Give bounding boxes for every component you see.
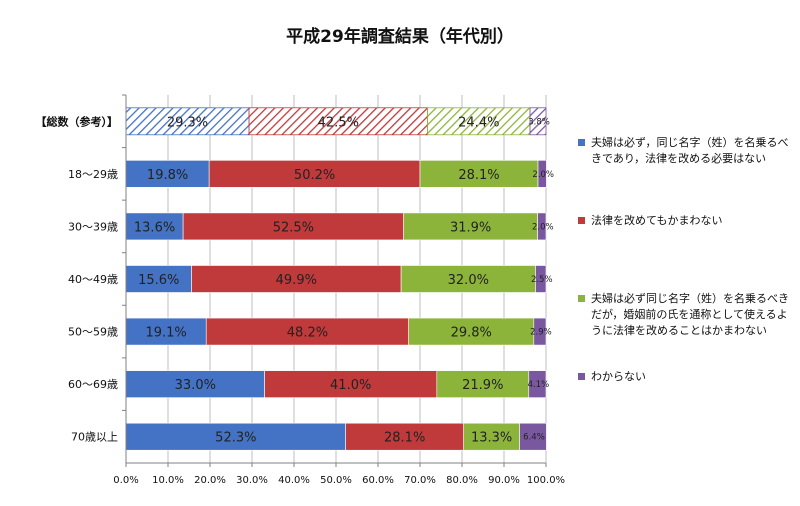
bar-segment (125, 317, 207, 346)
data-label: 32.0% (448, 273, 489, 288)
x-tick-label: 0.0% (113, 475, 138, 486)
bar-segment (205, 317, 409, 346)
data-label: 21.9% (462, 378, 503, 393)
data-label: 3.8% (528, 117, 550, 127)
bar-segment (191, 265, 402, 293)
legend-item-alias-ok: 夫婦は必ず同じ名字（姓）を名乗るべきだが，婚姻前の氏を通称として使えるように法律… (578, 291, 793, 339)
x-tick-label: 40.0% (278, 475, 310, 486)
data-label: 50.2% (294, 168, 335, 183)
bar-segment (125, 107, 250, 136)
legend-swatch-purple (578, 373, 585, 380)
legend-item-law-change-ok: 法律を改めてもかまわない (578, 213, 793, 229)
data-label: 15.6% (138, 273, 179, 288)
bar-segment (533, 317, 547, 346)
x-tick-label: 100.0% (527, 475, 565, 486)
x-tick-label: 10.0% (152, 475, 184, 486)
bar-segment (529, 107, 547, 136)
legend-item-keep-same-name: 夫婦は必ず，同じ名字（姓）を名乗るべきであり，法律を改める必要はない (578, 135, 793, 167)
bar-segment (125, 422, 346, 451)
data-label: 29.3% (167, 115, 208, 130)
category-label: 40～49歳 (68, 273, 118, 286)
bar-segment (403, 212, 538, 241)
data-label: 6.4% (523, 433, 545, 443)
data-label: 28.1% (384, 431, 425, 446)
data-label: 49.9% (276, 273, 317, 288)
chart-title: 平成29年調査結果（年代別） (286, 27, 514, 47)
category-label: 70歳以上 (71, 431, 118, 444)
bar-segment (248, 107, 428, 136)
x-tick-label: 60.0% (362, 475, 394, 486)
bar-segment (264, 370, 438, 398)
data-label: 29.8% (451, 326, 492, 341)
data-label: 4.1% (528, 380, 550, 390)
legend-swatch-green (578, 295, 585, 302)
category-label: 50～59歳 (68, 326, 118, 339)
data-label: 2.0% (532, 222, 554, 232)
data-label: 2.5% (531, 275, 553, 285)
x-tick-label: 30.0% (236, 475, 268, 486)
bar-segment (436, 370, 530, 398)
data-label: 42.5% (318, 115, 359, 130)
data-label: 33.0% (175, 378, 216, 393)
bar-segment (125, 160, 210, 188)
bar-segment (537, 160, 547, 188)
category-label: 18～29歳 (68, 168, 118, 181)
data-label: 19.1% (145, 326, 186, 341)
bar-segment (182, 212, 404, 241)
x-tick-label: 20.0% (194, 475, 226, 486)
category-label: 30～39歳 (68, 220, 118, 233)
legend-item-dont-know: わからない (578, 369, 793, 385)
category-label: 60～69歳 (68, 378, 118, 391)
bar-segment (427, 107, 531, 136)
legend-swatch-blue (578, 139, 585, 146)
data-label: 19.8% (147, 168, 188, 183)
data-label: 28.1% (458, 168, 499, 183)
legend-label: わからない (591, 370, 646, 383)
bar-segment (535, 265, 547, 293)
legend-label: 夫婦は必ず，同じ名字（姓）を名乗るべきであり，法律を改める必要はない (591, 136, 789, 165)
data-label: 31.9% (450, 220, 491, 235)
data-label: 13.6% (134, 220, 175, 235)
legend-swatch-red (578, 217, 585, 224)
data-label: 24.4% (458, 115, 499, 130)
data-label: 2.9% (530, 328, 552, 338)
data-label: 13.3% (471, 431, 512, 446)
bar-segment (537, 212, 547, 241)
bar-segment (125, 265, 192, 293)
bar-segment (408, 317, 535, 346)
data-label: 52.3% (215, 431, 256, 446)
x-tick-label: 80.0% (446, 475, 478, 486)
data-label: 48.2% (287, 326, 328, 341)
legend-label: 夫婦は必ず同じ名字（姓）を名乗るべきだが，婚姻前の氏を通称として使えるように法律… (591, 292, 789, 337)
data-label: 41.0% (330, 378, 371, 393)
bar-segment (463, 422, 520, 451)
bar-segment (519, 422, 547, 451)
data-label: 2.0% (532, 170, 554, 180)
category-label: 【総数（参考）】 (36, 114, 119, 128)
x-tick-label: 70.0% (404, 475, 436, 486)
x-tick-label: 90.0% (488, 475, 520, 486)
data-label: 52.5% (273, 220, 314, 235)
legend-label: 法律を改めてもかまわない (591, 214, 723, 227)
bar-segment (528, 370, 547, 398)
x-tick-label: 50.0% (320, 475, 352, 486)
bar-segment (345, 422, 464, 451)
